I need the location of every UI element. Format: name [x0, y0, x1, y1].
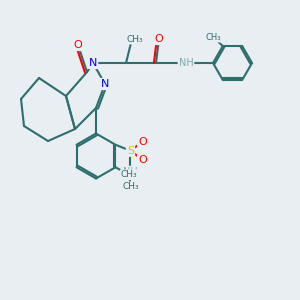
Text: O: O	[154, 34, 164, 44]
Text: CH₃: CH₃	[121, 170, 137, 179]
Text: N: N	[89, 58, 97, 68]
Text: CH₃: CH₃	[206, 33, 221, 42]
Text: NH: NH	[178, 58, 194, 68]
Text: O: O	[138, 137, 147, 147]
Text: O: O	[74, 40, 82, 50]
Text: O: O	[138, 155, 147, 165]
Text: CH₃: CH₃	[122, 182, 139, 191]
Text: NH: NH	[123, 167, 138, 177]
Text: CH₃: CH₃	[127, 34, 143, 43]
Text: S: S	[127, 146, 134, 156]
Text: N: N	[101, 79, 109, 89]
